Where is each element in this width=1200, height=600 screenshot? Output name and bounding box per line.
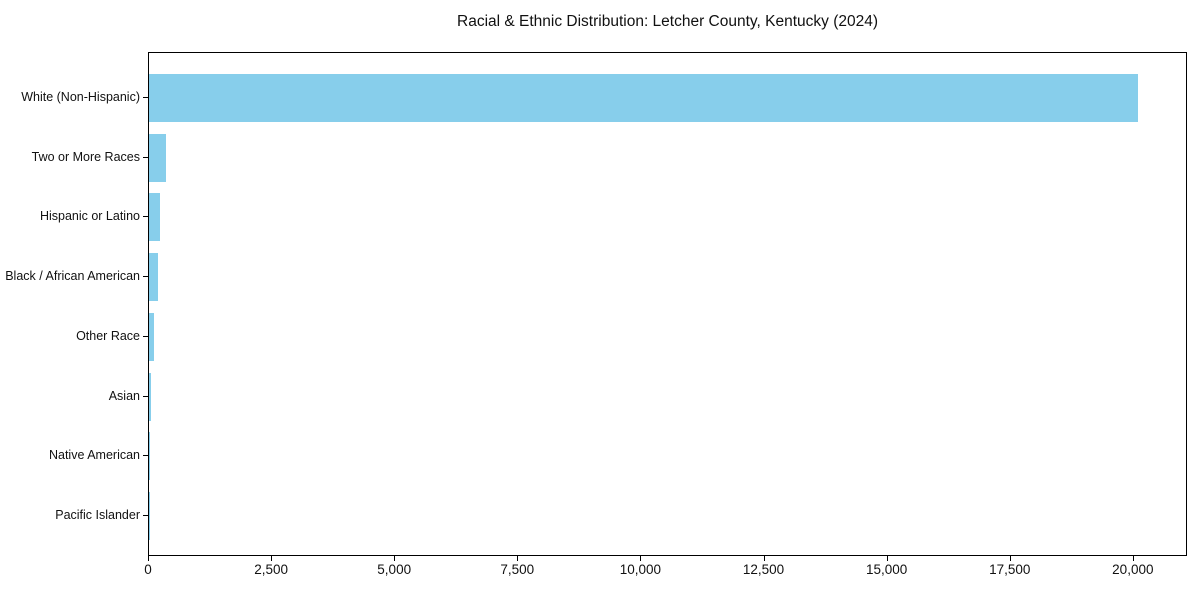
x-tick-label-10000: 10,000 — [619, 562, 662, 577]
y-tick-label-pacific-islander: Pacific Islander — [55, 507, 140, 522]
x-tick-label-7500: 7,500 — [500, 562, 535, 577]
x-tick-mark — [517, 556, 519, 561]
x-tick-mark — [148, 556, 149, 561]
y-tick-label-white-non-hispanic: White (Non-Hispanic) — [21, 90, 140, 104]
bar-black-african-american — [149, 253, 159, 302]
x-tick-mark — [886, 556, 888, 561]
x-tick-label-17500: 17,500 — [989, 562, 1031, 577]
y-tick-mark — [143, 97, 148, 98]
plot-area — [148, 52, 1187, 556]
bar-white-non-hispanic — [149, 74, 1139, 122]
y-tick-label-hispanic-or-latino: Hispanic or Latino — [39, 209, 140, 224]
chart-title: Racial & Ethnic Distribution: Letcher Co… — [457, 13, 878, 30]
x-tick-label-0: 0 — [144, 562, 152, 577]
x-tick-mark — [1132, 556, 1134, 561]
y-tick-label-two-or-more-races: Two or More Races — [31, 149, 140, 164]
x-tick-mark — [394, 556, 396, 561]
x-tick-mark — [640, 556, 642, 561]
y-tick-label-other-race: Other Race — [76, 328, 140, 343]
y-tick-label-asian: Asian — [108, 388, 140, 403]
y-tick-label-native-american: Native American — [48, 448, 140, 463]
y-tick-mark — [143, 156, 148, 158]
bar-native-american — [149, 432, 150, 481]
x-tick-label-12500: 12,500 — [742, 562, 785, 577]
y-tick-mark — [143, 276, 148, 278]
bar-other-race — [149, 312, 155, 361]
x-tick-label-2500: 2,500 — [254, 562, 288, 577]
x-tick-mark — [271, 556, 273, 561]
x-tick-mark — [1009, 556, 1011, 561]
y-tick-mark — [143, 455, 148, 457]
y-tick-mark — [143, 514, 148, 516]
y-tick-label-black-african-american: Black / African American — [5, 269, 140, 284]
x-tick-label-15000: 15,000 — [865, 562, 908, 577]
y-tick-mark — [143, 216, 148, 218]
x-tick-label-5000: 5,000 — [377, 562, 412, 577]
y-tick-mark — [143, 395, 148, 397]
y-tick-mark — [143, 335, 148, 337]
bar-two-or-more-races — [149, 133, 167, 182]
bar-hispanic-or-latino — [149, 193, 161, 242]
x-tick-mark — [763, 556, 765, 561]
x-tick-label-20000: 20,000 — [1112, 562, 1154, 577]
bar-asian — [149, 372, 151, 421]
